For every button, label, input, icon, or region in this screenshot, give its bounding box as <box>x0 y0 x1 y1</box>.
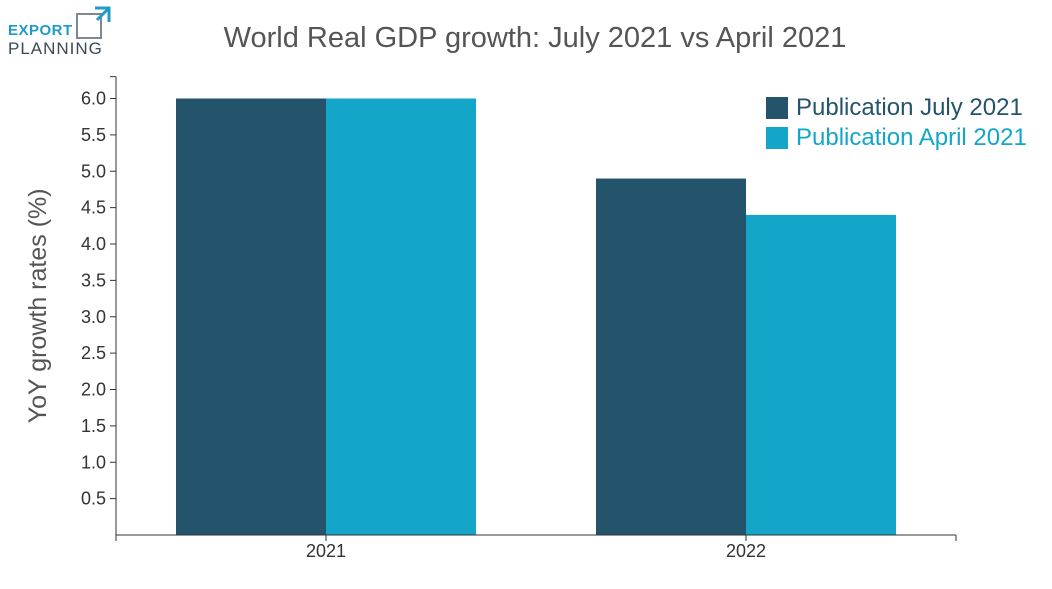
y-tick-label: 1.0 <box>81 452 106 472</box>
y-tick-label: 1.5 <box>81 416 106 436</box>
legend-label: Publication April 2021 <box>796 124 1027 151</box>
y-tick-label: 5.5 <box>81 125 106 145</box>
legend-label: Publication July 2021 <box>796 94 1023 121</box>
x-tick-label: 2021 <box>306 541 346 561</box>
y-tick-label: 0.5 <box>81 489 106 509</box>
y-tick-label: 2.0 <box>81 380 106 400</box>
chart-title: World Real GDP growth: July 2021 vs Apri… <box>223 22 847 54</box>
logo-text-planning: PLANNING <box>8 39 103 58</box>
y-tick-label: 6.0 <box>81 89 106 109</box>
bar <box>326 98 476 535</box>
y-tick-label: 3.0 <box>81 307 106 327</box>
y-tick-label: 3.5 <box>81 270 106 290</box>
logo-square-icon <box>76 6 111 39</box>
y-tick-label: 5.0 <box>81 161 106 181</box>
logo-text-export: EXPORT <box>8 22 73 39</box>
bar <box>596 178 746 535</box>
y-tick-label: 2.5 <box>81 343 106 363</box>
brand-logo: EXPORT PLANNING <box>8 4 118 60</box>
y-tick-label: 4.0 <box>81 234 106 254</box>
y-axis-label: YoY growth rates (%) <box>24 188 52 423</box>
bar <box>176 98 326 535</box>
chart-legend: Publication July 2021 Publication April 2… <box>766 93 1027 153</box>
legend-item: Publication July 2021 <box>766 93 1027 123</box>
bar <box>746 214 896 535</box>
x-tick-label: 2022 <box>726 541 766 561</box>
legend-swatch <box>766 97 788 119</box>
legend-swatch <box>766 127 788 149</box>
y-tick-label: 4.5 <box>81 198 106 218</box>
legend-item: Publication April 2021 <box>766 123 1027 153</box>
